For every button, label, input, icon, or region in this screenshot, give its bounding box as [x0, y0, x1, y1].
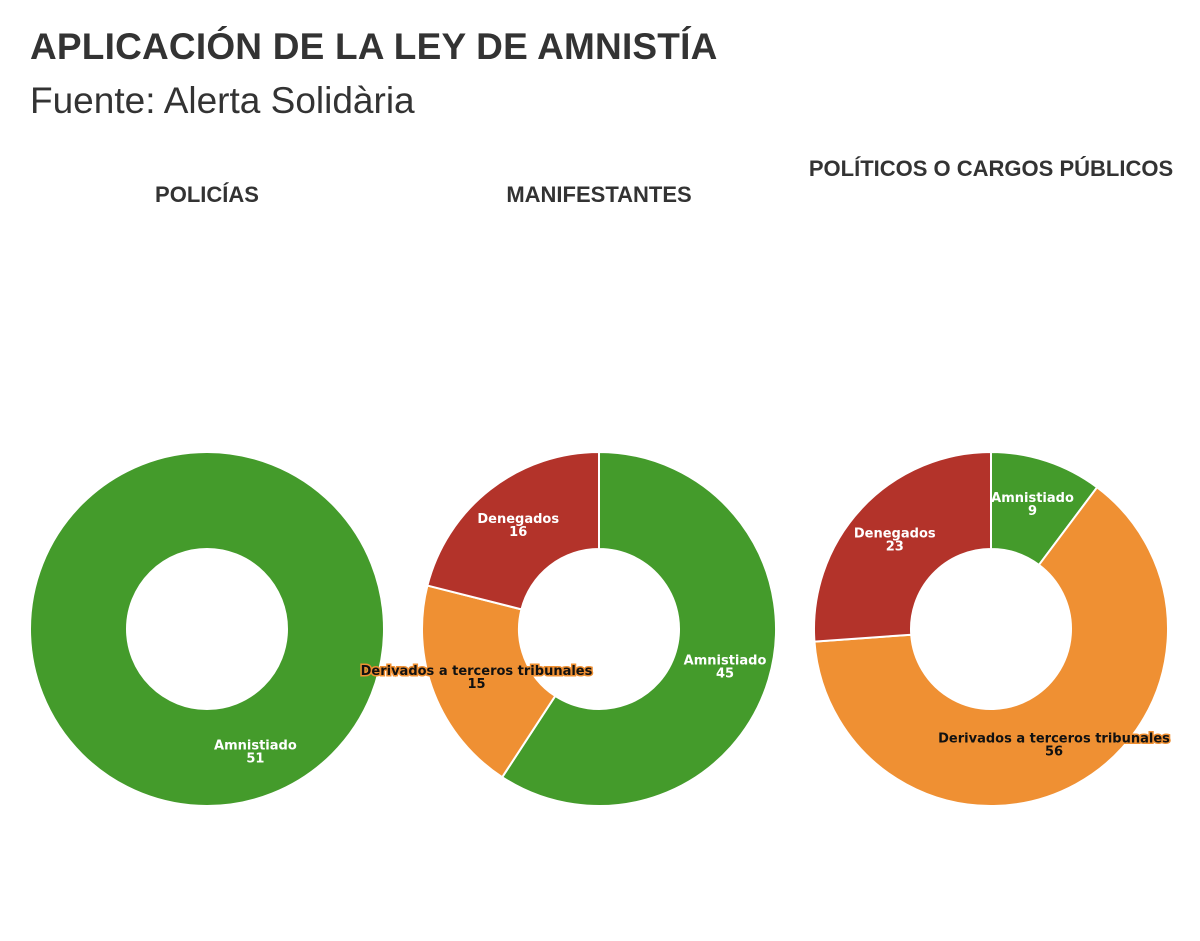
- slice-label: Denegados: [477, 512, 559, 527]
- slice-label: Denegados: [854, 526, 936, 541]
- slice-label: Amnistiado: [991, 491, 1074, 506]
- slice-label: Derivados a terceros tribunales: [938, 731, 1170, 746]
- slice-label: Derivados a terceros tribunales: [361, 664, 593, 679]
- slice-value: 56: [1045, 744, 1063, 759]
- slice-value: 45: [716, 667, 734, 682]
- panel-title-manifestantes: MANIFESTANTES: [506, 182, 692, 207]
- slice-value: 51: [246, 751, 264, 766]
- slice-amnistiado: [29, 451, 385, 807]
- slice-value: 15: [467, 677, 485, 692]
- slice-derivados-a-terceros-tribunales: [421, 584, 557, 779]
- slice-derivados-a-terceros-tribunales: [813, 486, 1169, 808]
- slice-denegados: [426, 451, 600, 611]
- slice-denegados: [813, 451, 992, 643]
- chart-title: APLICACIÓN DE LA LEY DE AMNISTÍA: [30, 26, 718, 67]
- slice-value: 23: [886, 539, 904, 554]
- panel-title-policias: POLICÍAS: [155, 182, 259, 207]
- chart-subtitle: Fuente: Alerta Solidària: [30, 80, 415, 121]
- slice-label: Amnistiado: [684, 654, 767, 669]
- slice-amnistiado: [501, 451, 777, 807]
- slice-value: 16: [509, 525, 527, 540]
- slice-label: Amnistiado: [214, 738, 297, 753]
- panel-title-politicos: POLÍTICOS O CARGOS PÚBLICOS: [808, 156, 1174, 181]
- slice-value: 9: [1028, 504, 1037, 519]
